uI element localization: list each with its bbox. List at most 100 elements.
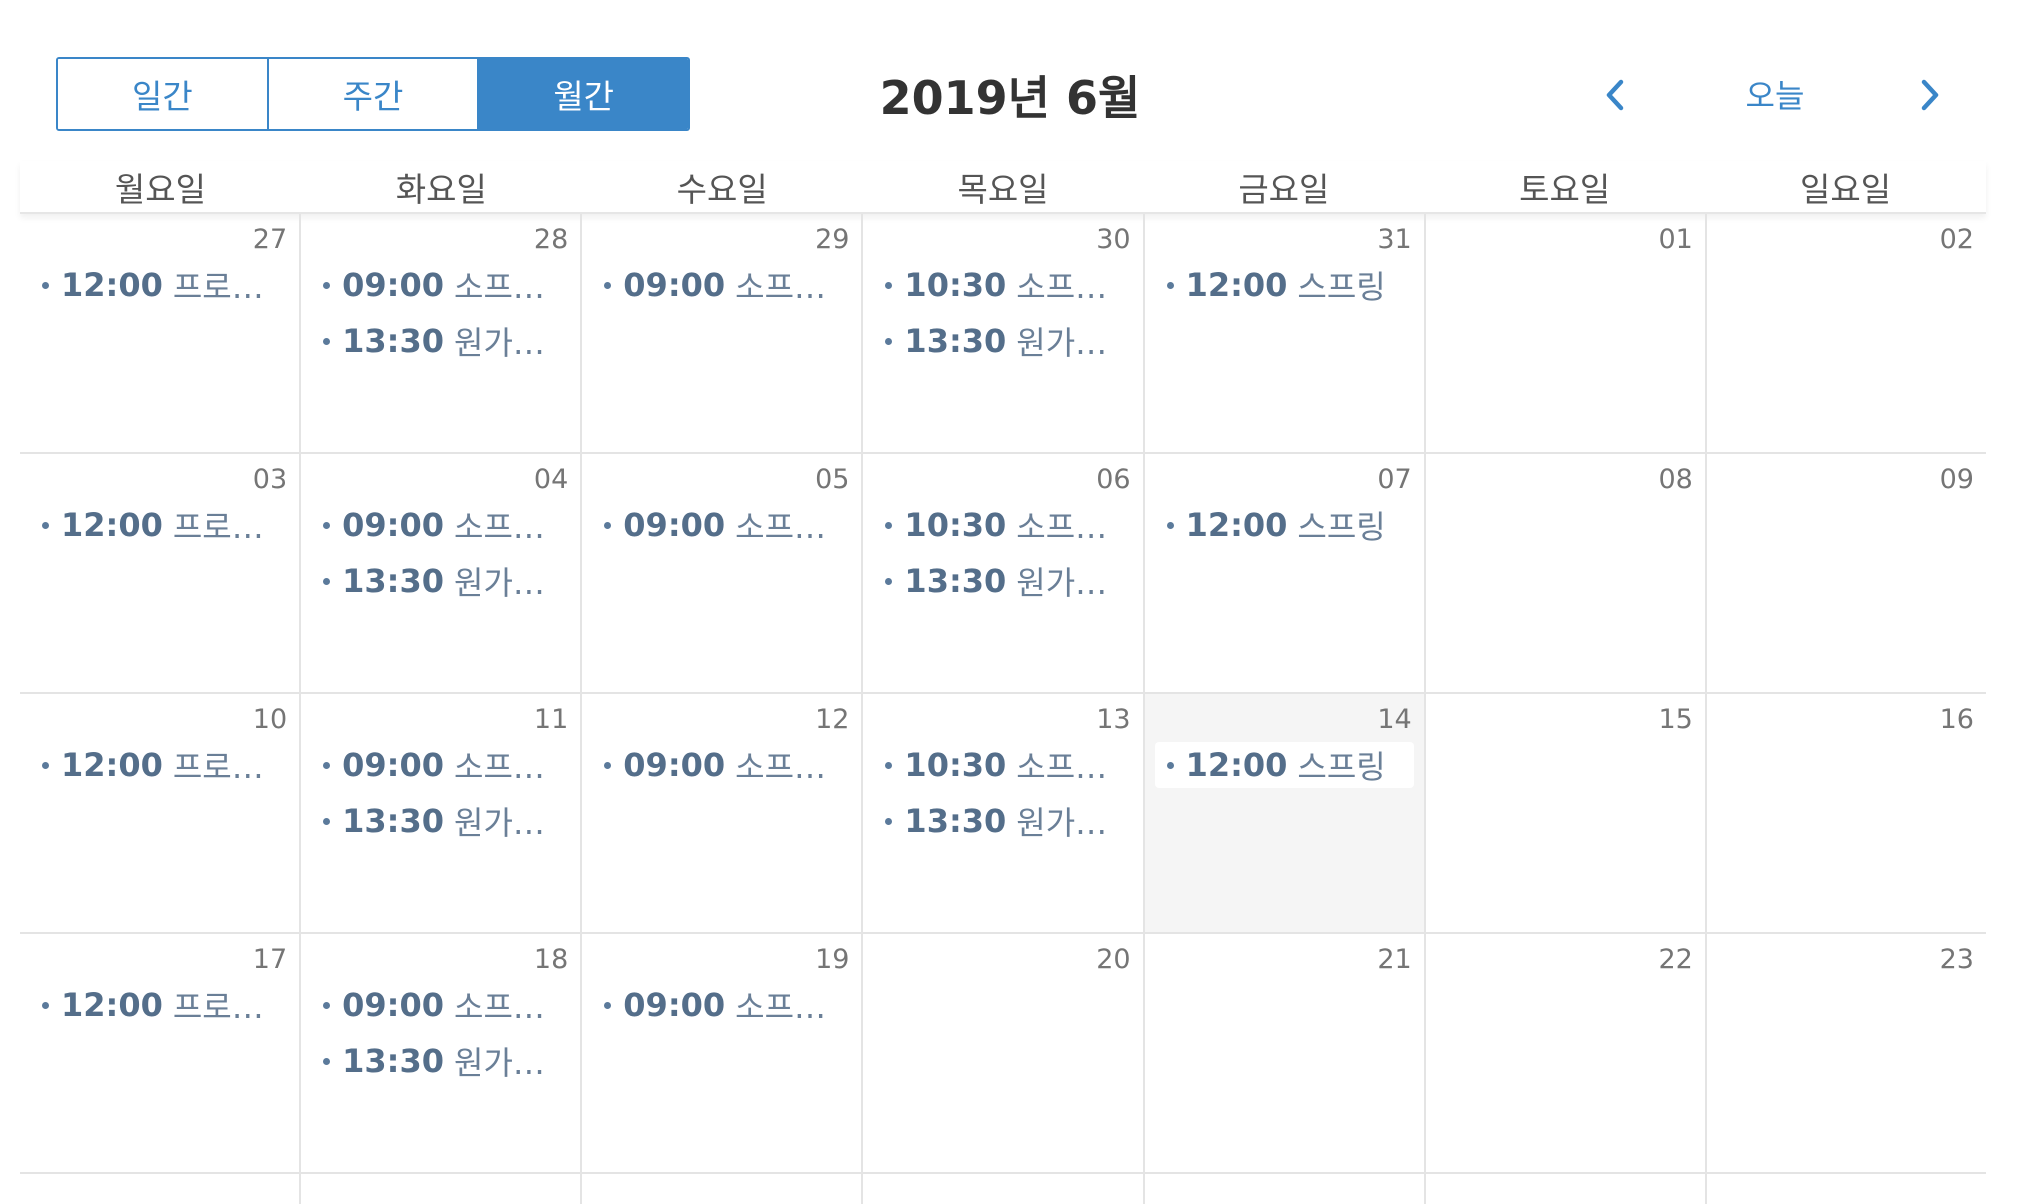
event-time: 09:00 [623, 746, 726, 784]
event-item[interactable]: 10:30소프트웨어 [873, 262, 1133, 308]
event-item[interactable]: 09:00소프트웨어 [592, 982, 851, 1028]
event-dot-icon [42, 761, 49, 769]
event-dot-icon [885, 521, 893, 529]
event-dot-icon [323, 817, 331, 825]
event-time: 09:00 [342, 986, 444, 1024]
event-title: 소프트웨어 [454, 268, 571, 306]
event-item[interactable]: 12:00 스프링 [1155, 502, 1414, 548]
event-dot-icon [885, 577, 893, 585]
event-item[interactable]: 13:30 원가회계 [873, 798, 1133, 844]
day-cell[interactable]: 10 12:00프로그래밍 [20, 694, 299, 932]
day-cell[interactable]: 05 09:00소프트웨어 [580, 454, 861, 692]
day-cell[interactable]: 19 09:00소프트웨어 [580, 934, 861, 1172]
day-cell[interactable]: 18 09:00 소프트웨어 13:30 원가회계 [299, 934, 580, 1172]
event-dot-icon [323, 577, 331, 585]
event-item[interactable]: 09:00소프트웨어 [311, 502, 570, 548]
event-dot-icon [323, 281, 331, 289]
event-dot-icon [323, 1057, 331, 1065]
event-title: 소프트웨어 [1016, 748, 1133, 786]
day-number: 15 [1658, 704, 1693, 735]
event-list: 09:00 소프트웨어 13:30 원가회계 [311, 502, 570, 614]
event-time: 09:00 [623, 506, 726, 544]
day-cell[interactable]: 20 [861, 934, 1142, 1172]
event-dot-icon [323, 1001, 331, 1009]
today-button[interactable]: 오늘 [1745, 77, 1805, 115]
event-item[interactable]: 13:30 원가회계 [311, 318, 570, 364]
event-item[interactable]: 13:30 원가회계 [311, 1038, 570, 1084]
day-cell[interactable]: 15 [1423, 694, 1705, 932]
event-item[interactable]: 09:00소프트웨어 [592, 742, 851, 788]
day-cell [299, 1174, 580, 1204]
event-title: 프로그래밍 [172, 748, 290, 786]
day-number: 31 [1377, 224, 1412, 255]
event-list: 09:00소프트웨어 [592, 982, 851, 1038]
event-item[interactable]: 09:00소프트웨어 [311, 262, 570, 308]
event-item[interactable]: 12:00프로그래밍 [30, 502, 289, 548]
event-item[interactable]: 09:00소프트웨어 [592, 262, 851, 308]
event-item[interactable]: 09:00소프트웨어 [592, 502, 851, 548]
event-item[interactable]: 12:00프로그래밍 [30, 982, 289, 1028]
prev-month-button[interactable] [1590, 70, 1640, 120]
day-cell-today[interactable]: 14 12:00 스프링 [1142, 694, 1424, 932]
view-day-button[interactable]: 일간 [58, 59, 267, 129]
chevron-right-icon [1921, 79, 1939, 111]
event-list: 12:00 스프링 [1154, 742, 1414, 798]
day-cell[interactable]: 11 09:00 소프트웨어 13:30 원가회계 [299, 694, 580, 932]
event-item[interactable]: 12:00프로그래밍 [30, 742, 289, 788]
day-cell[interactable]: 09 [1704, 454, 1986, 692]
event-item[interactable]: 12:00 스프링 [1155, 262, 1414, 308]
event-title: 원가회계 [454, 324, 571, 362]
event-item[interactable]: 10:30소프트웨어 [873, 502, 1133, 548]
day-cell[interactable]: 02 [1704, 214, 1986, 452]
weekday-tue: 화요일 [395, 169, 487, 209]
day-cell[interactable]: 27 12:00프로그래밍 [20, 214, 299, 452]
view-week-button[interactable]: 주간 [266, 59, 478, 129]
event-time: 12:00 [61, 986, 163, 1024]
day-number: 14 [1377, 704, 1412, 735]
event-time: 13:30 [342, 1042, 444, 1080]
next-month-button[interactable] [1905, 70, 1955, 120]
day-cell[interactable]: 17 12:00프로그래밍 [20, 934, 299, 1172]
event-title: 소프트웨어 [735, 988, 852, 1026]
event-item[interactable]: 12:00프로그래밍 [30, 262, 289, 308]
event-item[interactable]: 13:30 원가회계 [873, 318, 1133, 364]
day-cell[interactable]: 01 [1423, 214, 1705, 452]
day-cell[interactable]: 23 [1704, 934, 1986, 1172]
day-cell[interactable]: 22 [1423, 934, 1705, 1172]
event-item[interactable]: 09:00소프트웨어 [311, 742, 570, 788]
event-list: 12:00프로그래밍 [30, 502, 289, 558]
day-cell[interactable]: 04 09:00 소프트웨어 13:30 원가회계 [299, 454, 580, 692]
day-number: 22 [1658, 944, 1693, 975]
event-list: 12:00프로그래밍 [30, 262, 289, 318]
event-item[interactable]: 13:30 원가회계 [873, 558, 1133, 604]
event-title: 스프링 [1297, 748, 1386, 786]
event-item[interactable]: 12:00 스프링 [1154, 742, 1414, 788]
day-cell[interactable]: 12 09:00소프트웨어 [580, 694, 861, 932]
event-item[interactable]: 10:30소프트웨어 [873, 742, 1133, 788]
month-grid: 2712:00프로그래밍2809:00소프트웨어13:30원가회계2909:00… [20, 214, 1986, 1204]
week-row: 1712:00프로그래밍1809:00소프트웨어13:30원가회계1909:00… [20, 934, 1986, 1174]
weekday-thu: 목요일 [957, 169, 1049, 209]
event-time: 12:00 [61, 746, 163, 784]
event-time: 09:00 [342, 746, 444, 784]
event-item[interactable]: 13:30 원가회계 [311, 558, 570, 604]
day-cell[interactable]: 07 12:00 스프링 [1142, 454, 1424, 692]
day-number: 10 [252, 704, 288, 735]
day-cell[interactable]: 21 [1142, 934, 1424, 1172]
day-cell[interactable]: 31 12:00 스프링 [1142, 214, 1424, 452]
event-item[interactable]: 13:30 원가회계 [311, 798, 570, 844]
view-month-button[interactable]: 월간 [477, 59, 688, 129]
day-cell[interactable]: 08 [1423, 454, 1705, 692]
event-item[interactable]: 09:00소프트웨어 [311, 982, 570, 1028]
day-number: 11 [533, 704, 569, 735]
weekday-sun: 일요일 [1800, 169, 1892, 209]
day-number: 01 [1658, 224, 1693, 255]
day-cell[interactable]: 29 09:00소프트웨어 [580, 214, 861, 452]
day-cell[interactable]: 28 09:00 소프트웨어 13:30 원가회계 [299, 214, 580, 452]
day-cell[interactable]: 16 [1704, 694, 1986, 932]
day-cell[interactable]: 03 12:00프로그래밍 [20, 454, 299, 692]
